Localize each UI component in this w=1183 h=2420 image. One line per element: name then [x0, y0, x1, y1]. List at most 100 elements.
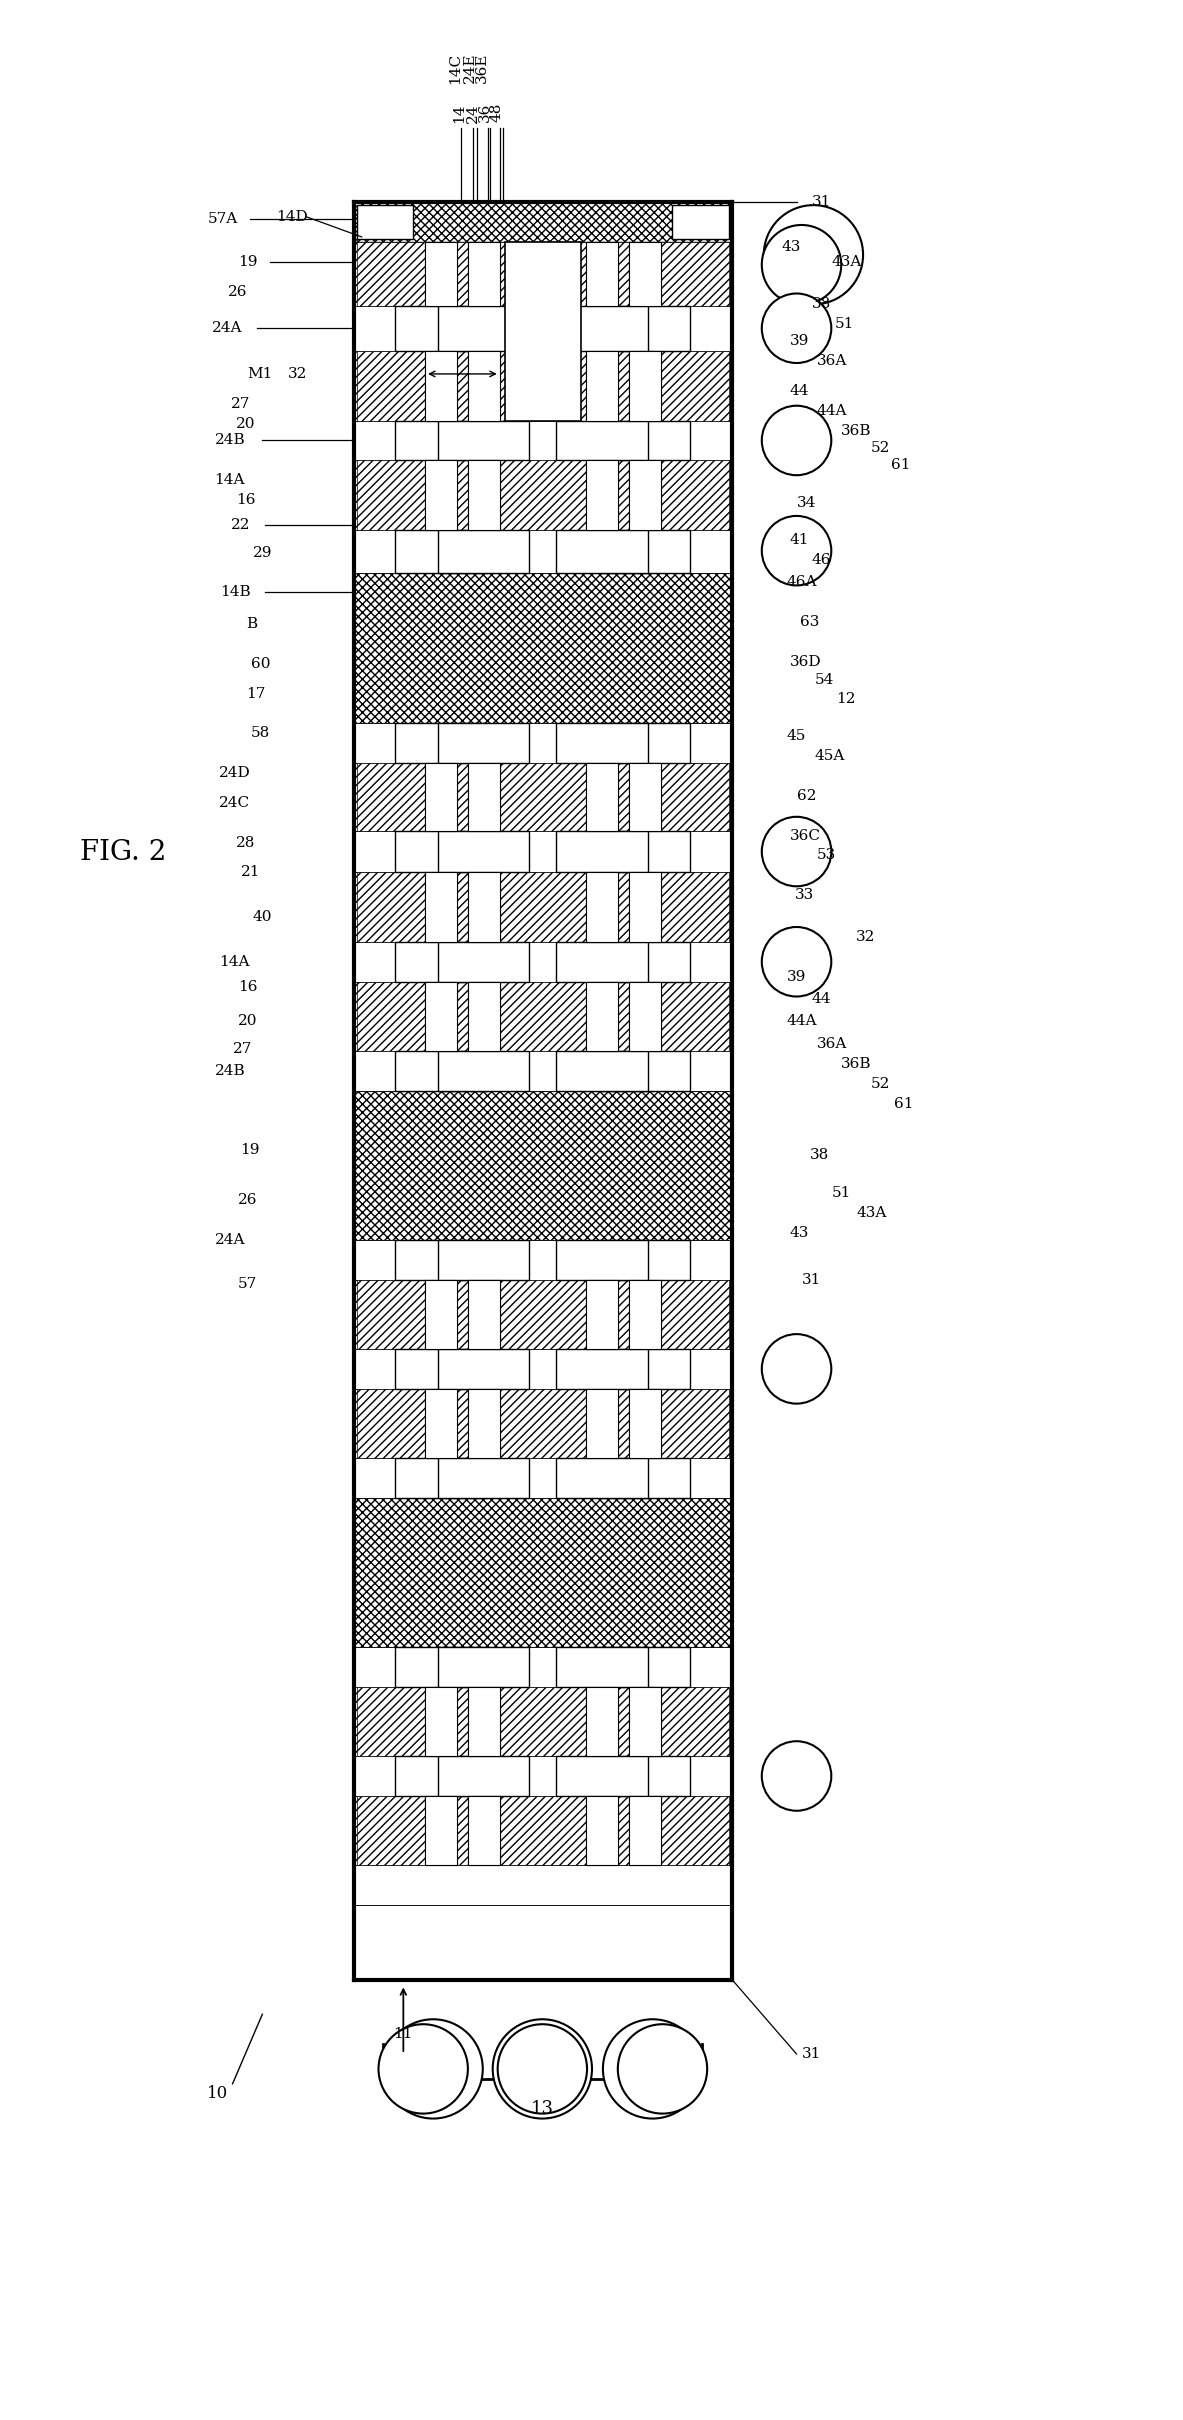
- Bar: [586, 242, 618, 307]
- Bar: [395, 1757, 486, 1796]
- Bar: [354, 307, 732, 351]
- Circle shape: [618, 2023, 707, 2113]
- Circle shape: [764, 818, 829, 883]
- Text: 24C: 24C: [219, 796, 251, 811]
- Text: 44A: 44A: [816, 404, 847, 419]
- Circle shape: [762, 407, 832, 474]
- Bar: [468, 351, 499, 421]
- Text: FIG. 2: FIG. 2: [80, 840, 167, 866]
- Text: 58: 58: [251, 726, 270, 741]
- Bar: [468, 983, 499, 1050]
- Bar: [354, 203, 732, 242]
- Bar: [395, 1050, 486, 1091]
- Circle shape: [764, 929, 829, 995]
- Circle shape: [492, 2018, 592, 2118]
- Text: 40: 40: [253, 910, 272, 924]
- Bar: [438, 1648, 530, 1687]
- Bar: [628, 1280, 660, 1348]
- Bar: [438, 830, 530, 871]
- Text: 31: 31: [802, 2047, 821, 2062]
- Text: 44: 44: [812, 992, 830, 1007]
- Bar: [628, 1280, 660, 1348]
- Bar: [425, 983, 457, 1050]
- Bar: [395, 724, 486, 762]
- Text: 41: 41: [789, 532, 809, 547]
- Bar: [395, 1239, 486, 1280]
- Bar: [354, 351, 732, 421]
- Bar: [354, 574, 732, 724]
- Text: 21: 21: [241, 866, 260, 878]
- Bar: [356, 1389, 729, 1459]
- Bar: [354, 1796, 732, 1866]
- Text: 14A: 14A: [219, 956, 250, 968]
- Circle shape: [762, 293, 832, 363]
- Bar: [468, 762, 499, 830]
- Text: 24B: 24B: [215, 1065, 245, 1077]
- Bar: [672, 206, 729, 240]
- Text: 43: 43: [789, 1227, 809, 1239]
- Circle shape: [603, 2018, 703, 2118]
- Text: 16: 16: [238, 980, 258, 995]
- Bar: [556, 1459, 647, 1498]
- Bar: [586, 762, 618, 830]
- Bar: [586, 1389, 618, 1459]
- Bar: [354, 830, 732, 871]
- Bar: [425, 351, 457, 421]
- Text: B: B: [246, 617, 258, 632]
- Bar: [354, 1866, 732, 1905]
- Bar: [556, 1050, 647, 1091]
- Text: 46A: 46A: [787, 576, 817, 590]
- Bar: [438, 1757, 530, 1796]
- Bar: [556, 421, 647, 460]
- Bar: [425, 762, 457, 830]
- Circle shape: [764, 407, 829, 474]
- Bar: [425, 1796, 457, 1866]
- Text: 14B: 14B: [220, 586, 251, 600]
- Bar: [468, 351, 499, 421]
- Bar: [628, 1389, 660, 1459]
- Text: 11: 11: [394, 2028, 413, 2040]
- Bar: [356, 1687, 729, 1757]
- Bar: [425, 1389, 457, 1459]
- Bar: [586, 1687, 618, 1757]
- Text: 24A: 24A: [215, 1232, 245, 1246]
- Bar: [599, 1459, 691, 1498]
- Text: 24D: 24D: [219, 767, 251, 779]
- Text: 36B: 36B: [841, 1058, 872, 1072]
- Text: 12: 12: [836, 692, 855, 707]
- Bar: [354, 1280, 732, 1348]
- Bar: [599, 530, 691, 574]
- Text: 34: 34: [796, 496, 816, 511]
- Circle shape: [764, 295, 829, 361]
- Bar: [556, 1348, 647, 1389]
- Circle shape: [379, 2023, 468, 2113]
- Text: 39: 39: [787, 970, 806, 983]
- Bar: [599, 1348, 691, 1389]
- Text: 51: 51: [832, 1186, 851, 1200]
- Bar: [468, 460, 499, 530]
- Bar: [356, 871, 729, 941]
- Bar: [425, 871, 457, 941]
- Bar: [628, 460, 660, 530]
- Bar: [354, 1648, 732, 1687]
- Text: 26: 26: [238, 1193, 258, 1208]
- Circle shape: [764, 1742, 829, 1808]
- Circle shape: [764, 1336, 829, 1401]
- Circle shape: [762, 1742, 832, 1810]
- Text: 36A: 36A: [816, 353, 847, 368]
- Bar: [586, 460, 618, 530]
- Text: 45A: 45A: [814, 750, 845, 762]
- Bar: [468, 1796, 499, 1866]
- Bar: [354, 871, 732, 941]
- Bar: [556, 724, 647, 762]
- Bar: [628, 242, 660, 307]
- Bar: [586, 983, 618, 1050]
- Bar: [425, 242, 457, 307]
- Bar: [586, 1796, 618, 1866]
- Text: 33: 33: [795, 888, 814, 903]
- Bar: [438, 530, 530, 574]
- Text: 51: 51: [834, 317, 854, 332]
- Text: 19: 19: [240, 1142, 259, 1157]
- Bar: [356, 762, 729, 830]
- Text: 36C: 36C: [789, 828, 821, 842]
